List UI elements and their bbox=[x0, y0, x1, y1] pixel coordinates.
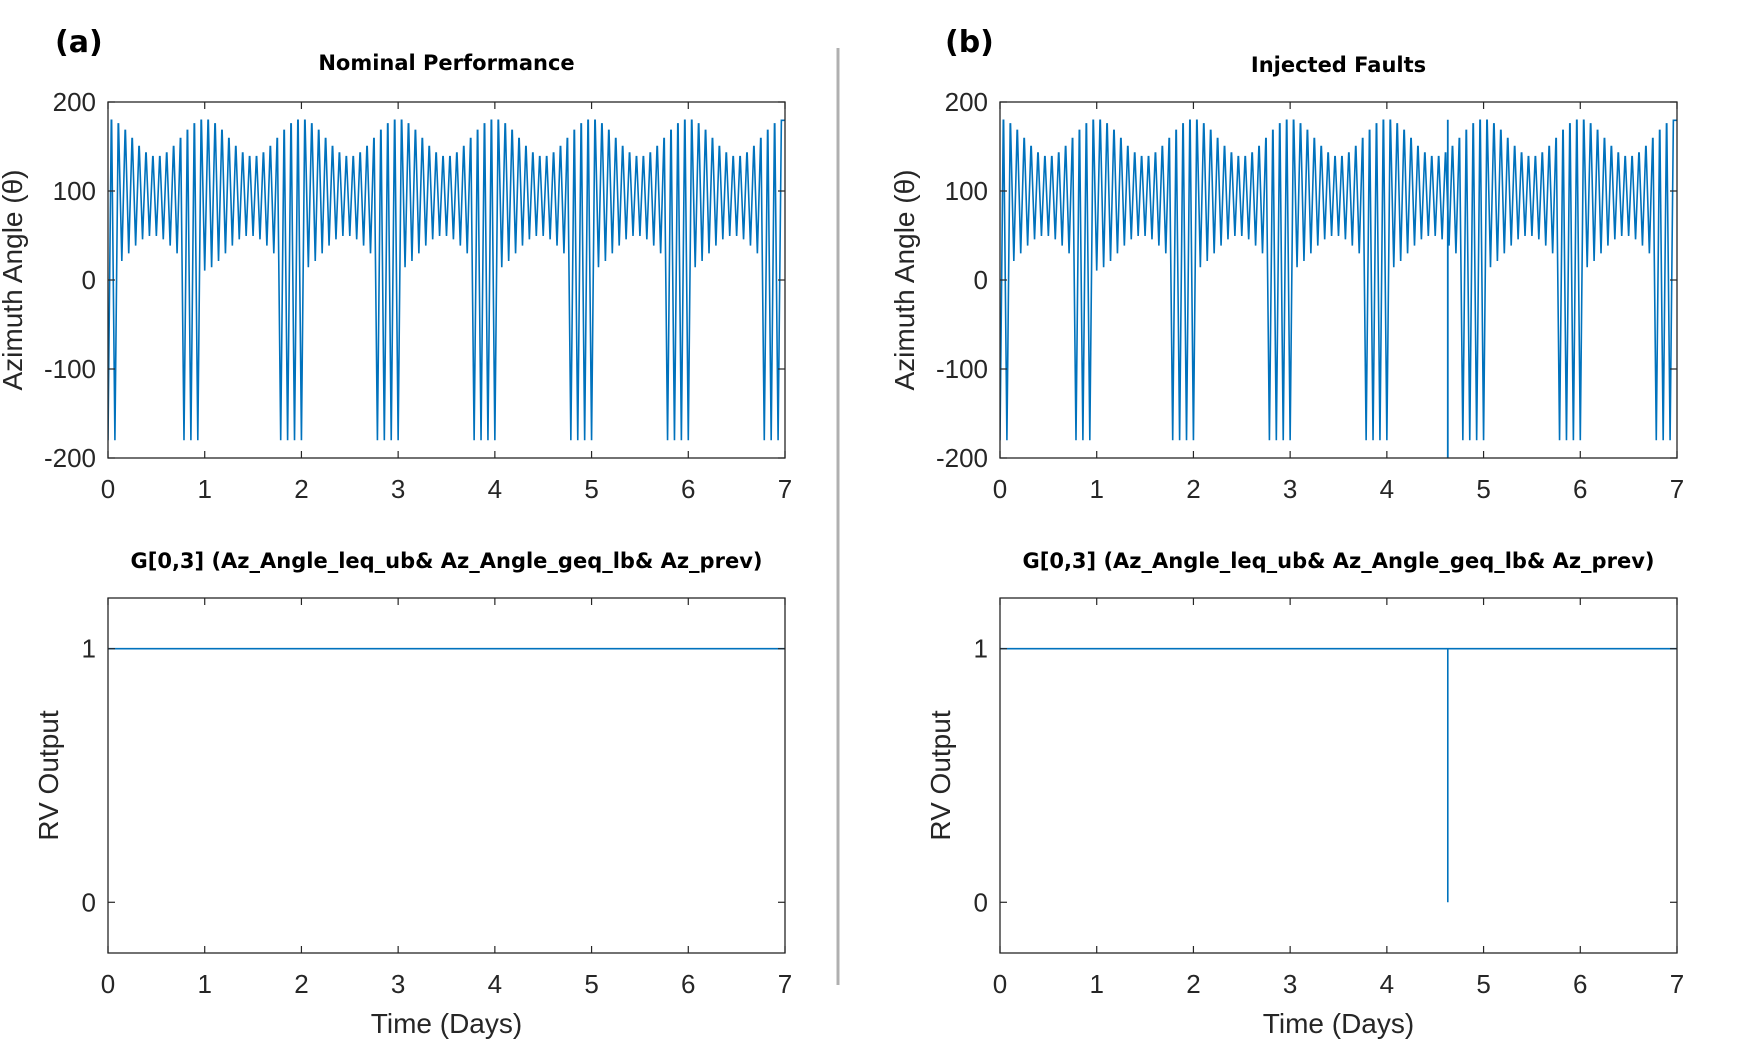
x-tick-label: 7 bbox=[778, 969, 792, 999]
y-tick-label: 1 bbox=[974, 634, 988, 664]
x-tick-label: 5 bbox=[1476, 474, 1490, 504]
series-line bbox=[1000, 647, 1677, 903]
y-tick-label: 0 bbox=[974, 265, 988, 295]
axes-box bbox=[999, 597, 1678, 954]
x-tick-label: 2 bbox=[294, 474, 308, 504]
x-tick-label: 2 bbox=[1186, 474, 1200, 504]
y-tick-label: 0 bbox=[82, 265, 96, 295]
x-tick-label: 2 bbox=[1186, 969, 1200, 999]
y-tick-label: -100 bbox=[44, 354, 96, 384]
x-tick-label: 5 bbox=[584, 474, 598, 504]
panel-b-label: (b) bbox=[945, 25, 994, 60]
x-tick-label: 1 bbox=[1089, 474, 1103, 504]
x-tick-label: 6 bbox=[681, 969, 695, 999]
chart-title: Nominal Performance bbox=[318, 51, 574, 75]
x-tick-label: 0 bbox=[101, 474, 115, 504]
axes-box bbox=[107, 597, 786, 954]
series-line bbox=[108, 119, 785, 441]
chart-b-top: Injected Faults 0 1 2 3 4 5 6 7 -200 -100 0 100 200 Az… bbox=[889, 53, 1684, 504]
y-tick-label: -100 bbox=[936, 354, 988, 384]
x-tick-label: 6 bbox=[1573, 969, 1587, 999]
y-tick-label: 1 bbox=[82, 634, 96, 664]
x-tick-label: 1 bbox=[1089, 969, 1103, 999]
y-tick-label: -200 bbox=[44, 443, 96, 473]
y-tick-label: 0 bbox=[82, 887, 96, 917]
x-axis-label: Time (Days) bbox=[371, 1008, 522, 1039]
chart-title: Injected Faults bbox=[1251, 53, 1426, 77]
x-tick-label: 3 bbox=[391, 969, 405, 999]
series-line bbox=[1000, 119, 1677, 441]
chart-title: G[0,3] (Az_Angle_leq_ub& Az_Angle_geq_lb… bbox=[1023, 549, 1655, 573]
y-axis-label: RV Output bbox=[925, 710, 956, 840]
x-tick-label: 3 bbox=[1283, 474, 1297, 504]
chart-title: G[0,3] (Az_Angle_leq_ub& Az_Angle_geq_lb… bbox=[131, 549, 763, 573]
y-tick-label: 100 bbox=[945, 176, 988, 206]
chart-a-bottom: G[0,3] (Az_Angle_leq_ub& Az_Angle_geq_lb… bbox=[33, 549, 792, 1039]
x-tick-label: 2 bbox=[294, 969, 308, 999]
y-tick-label: 0 bbox=[974, 887, 988, 917]
chart-b-bottom: G[0,3] (Az_Angle_leq_ub& Az_Angle_geq_lb… bbox=[925, 549, 1684, 1039]
x-tick-label: 0 bbox=[993, 969, 1007, 999]
y-tick-label: 200 bbox=[53, 87, 96, 117]
x-tick-label: 5 bbox=[584, 969, 598, 999]
panel-a-label: (a) bbox=[55, 25, 103, 60]
x-tick-label: 3 bbox=[1283, 969, 1297, 999]
x-tick-label: 3 bbox=[391, 474, 405, 504]
y-tick-label: -200 bbox=[936, 443, 988, 473]
x-tick-label: 4 bbox=[488, 474, 502, 504]
y-axis-label: RV Output bbox=[33, 710, 64, 840]
x-tick-label: 4 bbox=[488, 969, 502, 999]
y-tick-label: 100 bbox=[53, 176, 96, 206]
x-tick-label: 6 bbox=[1573, 474, 1587, 504]
x-tick-label: 7 bbox=[1670, 474, 1684, 504]
x-tick-label: 5 bbox=[1476, 969, 1490, 999]
y-axis-label: Azimuth Angle (θ) bbox=[889, 170, 920, 391]
x-tick-label: 0 bbox=[101, 969, 115, 999]
x-tick-label: 0 bbox=[993, 474, 1007, 504]
x-tick-label: 4 bbox=[1380, 474, 1394, 504]
x-tick-label: 4 bbox=[1380, 969, 1394, 999]
x-tick-label: 7 bbox=[778, 474, 792, 504]
chart-a-top: Nominal Performance 0 1 2 3 4 5 6 7 -200 -100 0 100 2… bbox=[0, 51, 792, 504]
y-axis-label: Azimuth Angle (θ) bbox=[0, 170, 28, 391]
y-tick-label: 200 bbox=[945, 87, 988, 117]
x-tick-label: 7 bbox=[1670, 969, 1684, 999]
x-axis-label: Time (Days) bbox=[1263, 1008, 1414, 1039]
x-tick-label: 6 bbox=[681, 474, 695, 504]
x-tick-label: 1 bbox=[197, 969, 211, 999]
x-tick-label: 1 bbox=[197, 474, 211, 504]
